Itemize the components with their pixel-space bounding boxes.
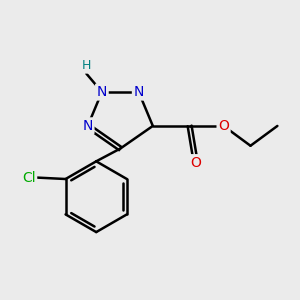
Text: H: H — [82, 59, 91, 72]
Text: N: N — [134, 85, 144, 99]
Text: N: N — [97, 85, 107, 99]
Text: Cl: Cl — [22, 171, 36, 184]
Text: O: O — [190, 156, 201, 170]
Text: N: N — [82, 119, 93, 133]
Text: O: O — [218, 119, 229, 133]
